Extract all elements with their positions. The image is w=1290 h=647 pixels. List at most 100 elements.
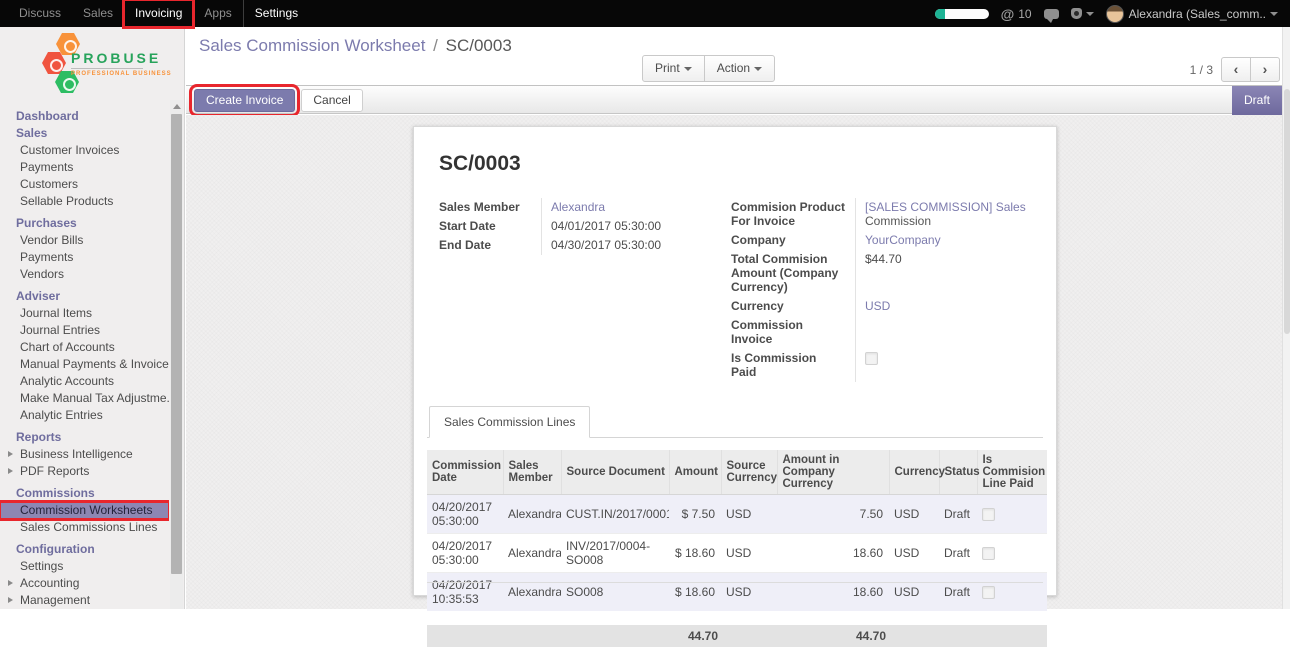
pager: 1 / 3 ‹ ›	[1190, 57, 1280, 82]
menu-settings[interactable]: Settings	[242, 0, 309, 27]
start-date-label: Start Date	[439, 219, 496, 233]
sidebar-item-manual-payments-invoice[interactable]: Manual Payments & Invoice...	[20, 357, 169, 371]
pager-counter: 1 / 3	[1189, 62, 1213, 77]
sidebar-item-vendors[interactable]: Vendors	[20, 267, 65, 281]
table-spacer-row	[427, 611, 1047, 625]
systray: @ 10 Alexandra (Sales_comm..	[934, 0, 1290, 27]
sidebar-section-adviser[interactable]: Adviser	[16, 289, 61, 303]
line-paid-checkbox[interactable]	[982, 547, 995, 561]
sidebar-item-make-manual-tax-adjustment[interactable]: Make Manual Tax Adjustme...	[20, 391, 169, 405]
col-source-document[interactable]: Source Document	[561, 450, 670, 495]
menu-discuss[interactable]: Discuss	[19, 6, 62, 20]
col-line-paid[interactable]: Is Commision Line Paid	[977, 450, 1047, 495]
menu-apps[interactable]: Apps	[204, 6, 232, 20]
form-statusbar: Create Invoice Cancel Draft	[186, 84, 1290, 117]
sidebar: PROBUSE PROFESSIONAL BUSINESS Dashboard …	[0, 27, 185, 609]
total-commission-label: Total Commision Amount (Company Currency…	[731, 252, 839, 294]
sidebar-item-business-intelligence[interactable]: Business Intelligence	[0, 446, 169, 463]
sidebar-item-pdf-reports[interactable]: PDF Reports	[0, 463, 169, 480]
total-amount: 44.70	[669, 625, 721, 647]
sidebar-item-journal-items[interactable]: Journal Items	[20, 306, 93, 320]
sidebar-item-customer-invoices[interactable]: Customer Invoices	[20, 143, 120, 157]
sidebar-item-commission-worksheets[interactable]: Commission Worksheets	[0, 500, 169, 521]
sidebar-section-commissions[interactable]: Commissions	[16, 486, 95, 500]
menu-invoicing[interactable]: Invoicing	[122, 0, 196, 29]
sales-member-value[interactable]: Alexandra	[551, 200, 606, 214]
action-dropdown[interactable]: Action	[703, 55, 776, 82]
sidebar-section-configuration[interactable]: Configuration	[16, 542, 95, 556]
sidebar-scrollbar-thumb[interactable]	[171, 114, 182, 574]
sidebar-item-dashboard[interactable]: Dashboard	[16, 109, 79, 123]
col-currency[interactable]: Currency	[889, 450, 945, 495]
breadcrumb-current: SC/0003	[445, 36, 512, 55]
expand-icon	[8, 580, 13, 586]
pager-next-button[interactable]: ›	[1250, 57, 1280, 82]
sidebar-section-sales[interactable]: Sales	[16, 126, 48, 140]
sidebar-item-customers[interactable]: Customers	[20, 177, 79, 191]
line-paid-checkbox[interactable]	[982, 508, 995, 522]
print-dropdown[interactable]: Print	[642, 55, 705, 82]
table-row[interactable]: 04/20/2017 05:30:00 Alexandra CUST.IN/20…	[427, 494, 1047, 534]
logo-hexagon-gear-icon	[56, 33, 80, 55]
activities-menu[interactable]: @ 10	[1001, 6, 1032, 22]
form-sheet: SC/0003 Sales Member Alexandra Start Dat…	[413, 126, 1057, 647]
debug-menu[interactable]	[1070, 8, 1094, 19]
scroll-up-icon	[172, 104, 181, 109]
breadcrumb-parent-link[interactable]: Sales Commission Worksheet	[199, 36, 426, 55]
cancel-button[interactable]: Cancel	[301, 89, 363, 112]
sidebar-section-reports[interactable]: Reports	[16, 430, 62, 444]
commission-product-value[interactable]: [SALES COMMISSION] Sales	[865, 200, 1026, 214]
timer-progress-pill[interactable]	[934, 8, 989, 19]
page-scrollbar[interactable]	[1282, 27, 1290, 609]
col-source-currency[interactable]: Source Currency	[721, 450, 778, 495]
user-menu[interactable]: Alexandra (Sales_comm..	[1105, 4, 1278, 23]
activity-count: 10	[1018, 6, 1032, 21]
page-scrollbar-thumb[interactable]	[1284, 89, 1290, 334]
sidebar-item-management[interactable]: Management	[0, 592, 169, 609]
tab-strip: Sales Commission Lines	[427, 406, 1043, 438]
user-name: Alexandra (Sales_comm..	[1128, 6, 1266, 21]
line-paid-checkbox[interactable]	[982, 586, 995, 600]
app-menus: Discuss Sales Invoicing Apps Settings	[0, 0, 309, 29]
col-status[interactable]: Status	[939, 450, 980, 495]
logo-hexagon-tools-icon	[55, 71, 79, 93]
currency-label: Currency	[731, 299, 784, 313]
logo-subtitle: PROFESSIONAL BUSINESS	[71, 71, 172, 77]
end-date-value: 04/30/2017 05:30:00	[541, 236, 711, 255]
col-sales-member[interactable]: Sales Member	[503, 450, 562, 495]
is-commission-paid-checkbox[interactable]	[865, 352, 878, 366]
table-row[interactable]: 04/20/2017 05:30:00 Alexandra INV/2017/0…	[427, 533, 1047, 573]
sidebar-item-analytic-accounts[interactable]: Analytic Accounts	[20, 374, 115, 388]
col-amount-company-currency[interactable]: Amount in Company Currency	[777, 450, 890, 495]
sidebar-item-settings[interactable]: Settings	[20, 559, 64, 573]
pager-previous-button[interactable]: ‹	[1221, 57, 1251, 82]
sidebar-item-payments[interactable]: Payments	[20, 160, 74, 174]
col-amount[interactable]: Amount	[669, 450, 722, 495]
sidebar-scrollbar[interactable]	[170, 100, 183, 609]
table-row[interactable]: 04/20/2017 10:35:53 Alexandra SO008 $ 18…	[427, 572, 1047, 611]
sidebar-item-accounting[interactable]: Accounting	[0, 575, 169, 592]
sidebar-section-purchases[interactable]: Purchases	[16, 216, 77, 230]
end-date-label: End Date	[439, 238, 492, 252]
sidebar-item-analytic-entries[interactable]: Analytic Entries	[20, 408, 103, 422]
chat-icon[interactable]	[1043, 8, 1059, 23]
scroll-up-button[interactable]	[170, 100, 183, 113]
company-value[interactable]: YourCompany	[865, 233, 941, 247]
sidebar-item-payments-purchases[interactable]: Payments	[20, 250, 74, 264]
field-groups: Sales Member Alexandra Start Date 04/01/…	[439, 198, 1043, 382]
main-content: Sales Commission Worksheet / SC/0003 Pri…	[186, 27, 1290, 647]
currency-value[interactable]: USD	[865, 299, 891, 313]
create-invoice-button[interactable]: Create Invoice	[188, 84, 301, 117]
sidebar-item-journal-entries[interactable]: Journal Entries	[20, 323, 101, 337]
menu-sales[interactable]: Sales	[83, 6, 114, 20]
sidebar-item-chart-of-accounts[interactable]: Chart of Accounts	[20, 340, 115, 354]
status-badge-draft[interactable]: Draft	[1232, 86, 1282, 115]
sidebar-item-sellable-products[interactable]: Sellable Products	[20, 194, 114, 208]
col-commission-date[interactable]: Commission Date	[427, 450, 504, 495]
tab-sales-commission-lines[interactable]: Sales Commission Lines	[429, 406, 591, 438]
total-company-amount: 44.70	[777, 625, 889, 647]
sidebar-item-sales-commissions-lines[interactable]: Sales Commissions Lines	[20, 520, 158, 534]
at-icon: @	[1000, 5, 1015, 22]
record-title: SC/0003	[439, 152, 521, 175]
sidebar-item-vendor-bills[interactable]: Vendor Bills	[20, 233, 84, 247]
